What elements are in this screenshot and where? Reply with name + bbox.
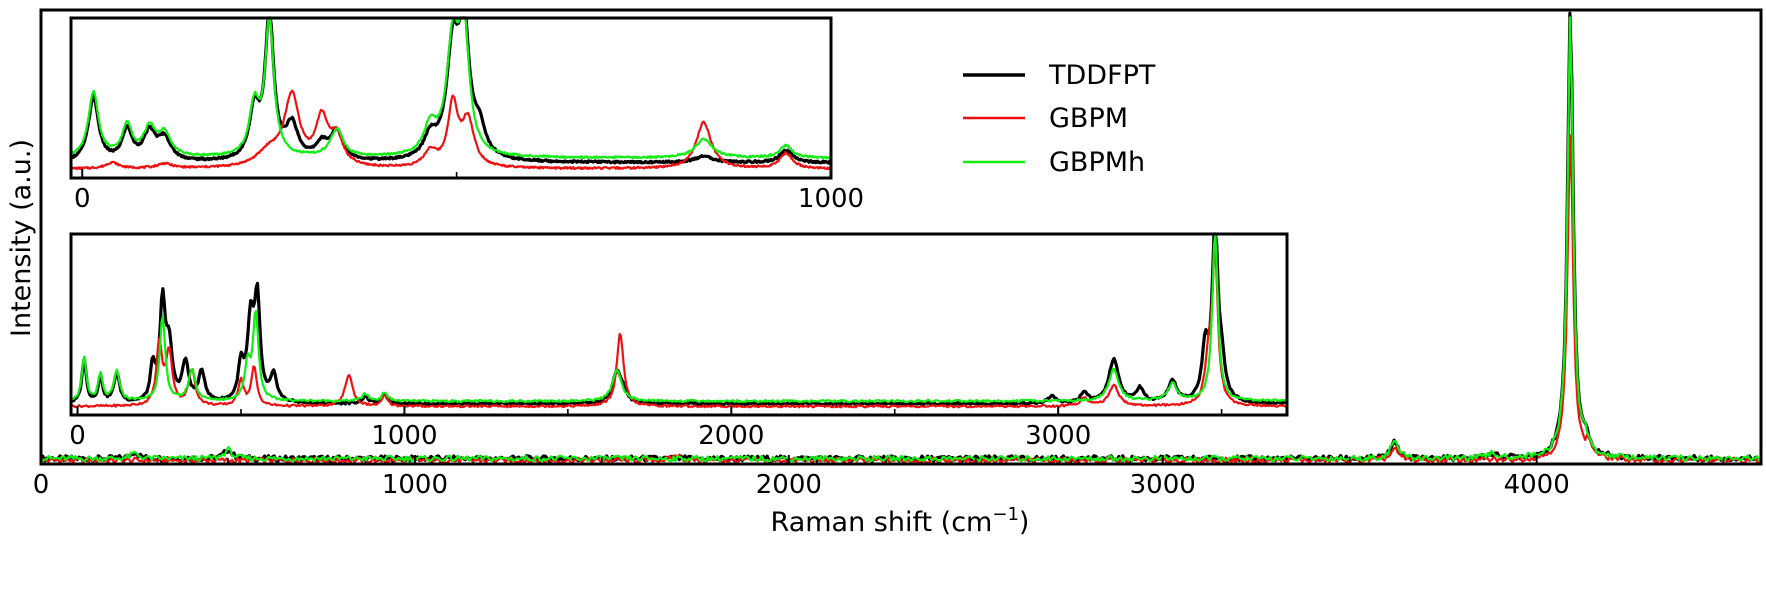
inset-top-series-group	[70, 16, 832, 171]
inset-middle: 0 1000 2000 3000	[69, 232, 1289, 451]
inset-top-series-gbpm	[70, 89, 832, 171]
inset-middle-frame	[69, 232, 1289, 417]
main-plot-area: 0 1000 2000 3000 4000	[33, 8, 1763, 500]
inset-middle-x-ticks: 0 1000 2000 3000	[69, 406, 1223, 451]
legend-label-tddfpt: TDDFPT	[1048, 60, 1156, 91]
inset-middle-tick-label: 2000	[698, 421, 764, 451]
y-axis-title: Intensity (a.u.)	[6, 139, 37, 337]
main-tick-label: 2000	[756, 470, 822, 500]
inset-middle-background	[71, 234, 1287, 415]
legend-entry-gbpmh: GBPMh	[963, 147, 1145, 178]
main-tick-label: 4000	[1504, 470, 1570, 500]
main-x-ticks: 0 1000 2000 3000 4000	[33, 455, 1725, 500]
inset-top: 0 1000	[69, 16, 864, 214]
inset-top-tick-label: 1000	[798, 184, 864, 214]
inset-middle-tick-label: 3000	[1025, 421, 1091, 451]
legend-entry-tddfpt: TDDFPT	[963, 60, 1156, 91]
x-axis-title-close: )	[1019, 507, 1030, 538]
inset-middle-series-tddfpt	[70, 232, 1288, 407]
inset-middle-series-group	[70, 232, 1288, 409]
inset-middle-series-gbpm	[70, 247, 1288, 409]
inset-middle-tick-label: 1000	[371, 421, 437, 451]
main-plot-frame	[39, 8, 1763, 466]
main-tick-label: 1000	[382, 470, 448, 500]
legend: TDDFPT GBPM GBPMh	[963, 60, 1156, 178]
legend-label-gbpm: GBPM	[1049, 103, 1128, 134]
inset-top-tick-label: 0	[74, 184, 91, 214]
inset-top-x-ticks: 0 1000	[74, 169, 864, 214]
main-tick-label: 0	[33, 470, 50, 500]
x-axis-title-text: Raman shift (cm	[771, 507, 993, 538]
legend-entry-gbpm: GBPM	[963, 103, 1128, 134]
main-series-group	[39, 11, 1763, 465]
legend-label-gbpmh: GBPMh	[1049, 147, 1145, 178]
x-axis-title: Raman shift (cm−1)	[771, 504, 1030, 538]
inset-top-frame	[69, 16, 833, 180]
inset-middle-series-gbpmh	[70, 232, 1288, 404]
inset-middle-tick-label: 0	[69, 421, 86, 451]
x-axis-title-superscript: −1	[992, 504, 1019, 525]
main-tick-label: 3000	[1130, 470, 1196, 500]
main-series-gbpmh	[40, 16, 1763, 463]
inset-top-series-gbpmh	[70, 16, 832, 160]
